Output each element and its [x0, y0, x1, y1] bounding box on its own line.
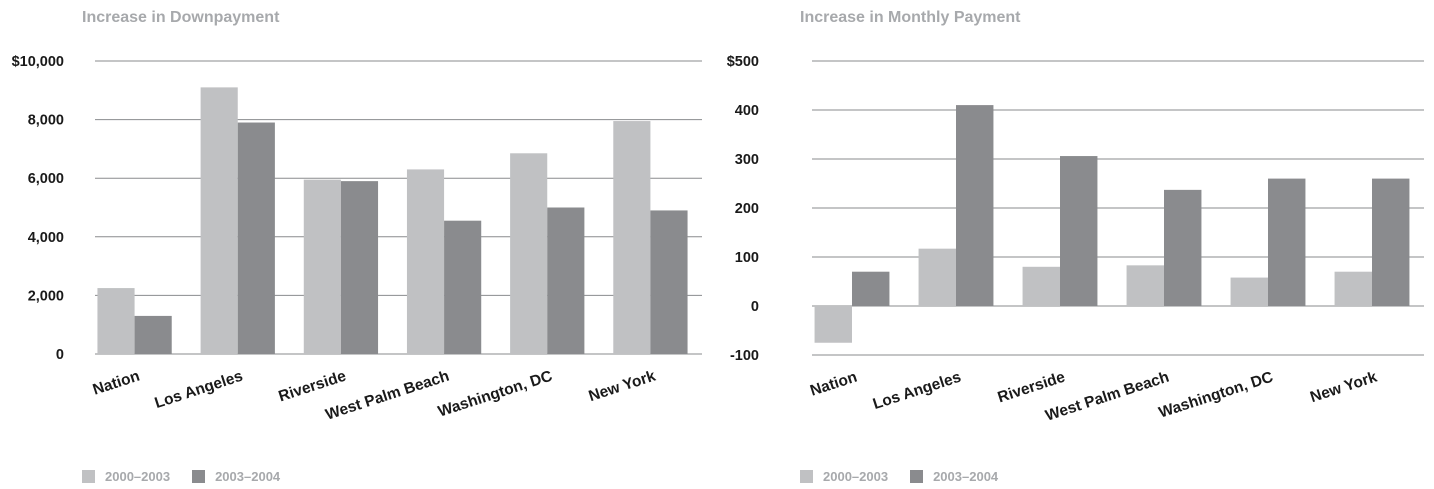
y-tick-label: 4,000 [28, 230, 64, 246]
chart-legend: 2000–2003 2003–2004 [800, 468, 1020, 484]
y-tick-label: -100 [730, 348, 759, 364]
bar-series-a [814, 306, 852, 343]
chart-title: Increase in Monthly Payment [800, 9, 1021, 26]
bar-series-a [613, 121, 651, 354]
bar-series-b [852, 271, 890, 306]
x-category-label: Los Angeles [153, 368, 245, 412]
y-tick-label: 300 [735, 152, 759, 168]
bar-series-b [1372, 178, 1410, 306]
bar-series-b [444, 220, 482, 354]
legend-label-series-b: 2003–2004 [933, 468, 999, 484]
legend-swatch-series-b [910, 469, 924, 483]
x-category-label: Washington, DC [1157, 369, 1276, 422]
bar-series-b [340, 181, 379, 354]
x-category-label: Riverside [277, 368, 349, 406]
bar-series-a [303, 179, 341, 354]
y-tick-label: 400 [735, 103, 759, 119]
bar-series-b [547, 207, 585, 354]
y-tick-label: 2,000 [28, 288, 64, 304]
x-category-label: Nation [91, 368, 142, 399]
y-tick-label: $500 [727, 54, 759, 70]
legend-item-series-b: 2003–2004 [192, 469, 280, 484]
x-category-label: New York [1308, 369, 1379, 407]
x-category-label: New York [587, 368, 658, 406]
bar-series-a [200, 87, 238, 355]
bar-series-a [510, 153, 548, 354]
legend-label-series-a: 2000–2003 [105, 468, 171, 484]
downpayment-chart-panel: Increase in Downpayment 0 2,000 4,000 6,000… [12, 9, 702, 484]
bar-series-b [650, 210, 688, 354]
y-tick-label: 200 [735, 201, 759, 217]
monthly-payment-chart-panel: Increase in Monthly Payment -100 0 100 200 3… [717, 0, 1434, 489]
y-tick-label: $10,000 [12, 54, 64, 70]
legend-item-series-a: 2000–2003 [800, 469, 888, 484]
bar-series-b [1164, 189, 1202, 306]
bar-series-b [956, 105, 994, 306]
bar-series-a [918, 248, 956, 306]
bar-series-b [134, 315, 172, 354]
y-tick-label: 8,000 [28, 113, 64, 129]
bar-series-b [1060, 156, 1098, 306]
y-tick-label: 6,000 [28, 171, 64, 187]
y-tick-label: 0 [56, 347, 64, 363]
downpayment-bar-chart: 0 2,000 4,000 6,000 8,000 $10,000 Nation Los An… [12, 54, 702, 424]
monthly-payment-bar-chart: -100 0 100 200 300 400 $500 Nation Los Angeles Ri… [727, 54, 1424, 425]
bar-series-a [1126, 265, 1164, 306]
bar-series-b [237, 122, 275, 354]
x-category-label: Washington, DC [436, 368, 555, 421]
bar-series-a [1230, 277, 1268, 306]
legend-swatch-series-a [82, 469, 95, 483]
y-tick-label: 100 [735, 250, 759, 266]
x-category-label: Los Angeles [871, 369, 963, 413]
bar-series-a [1022, 266, 1060, 306]
bar-series-a [1334, 271, 1372, 306]
legend-label-series-a: 2000–2003 [823, 468, 889, 484]
bar-series-a [97, 288, 135, 354]
legend-item-series-b: 2003–2004 [910, 469, 998, 484]
legend-label-series-b: 2003–2004 [215, 468, 281, 484]
chart-legend: 2000–2003 2003–2004 [82, 468, 302, 484]
legend-item-series-a: 2000–2003 [82, 469, 170, 484]
x-category-label: Nation [808, 369, 859, 400]
bar-series-a [406, 169, 445, 354]
bar-series-b [1268, 178, 1306, 306]
x-category-label: Riverside [996, 369, 1068, 407]
legend-swatch-series-a [800, 469, 813, 483]
chart-title: Increase in Downpayment [82, 9, 280, 26]
y-tick-label: 0 [751, 299, 759, 315]
legend-swatch-series-b [192, 469, 206, 483]
